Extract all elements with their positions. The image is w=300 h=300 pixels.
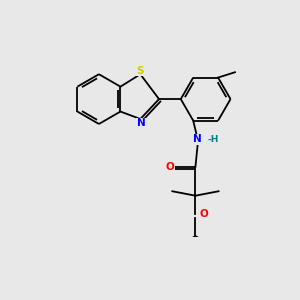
Text: O: O [199, 209, 208, 219]
Text: N: N [137, 118, 146, 128]
Text: O: O [165, 162, 174, 172]
Text: N: N [193, 134, 202, 144]
Text: -H: -H [207, 135, 219, 144]
Text: S: S [136, 66, 144, 76]
